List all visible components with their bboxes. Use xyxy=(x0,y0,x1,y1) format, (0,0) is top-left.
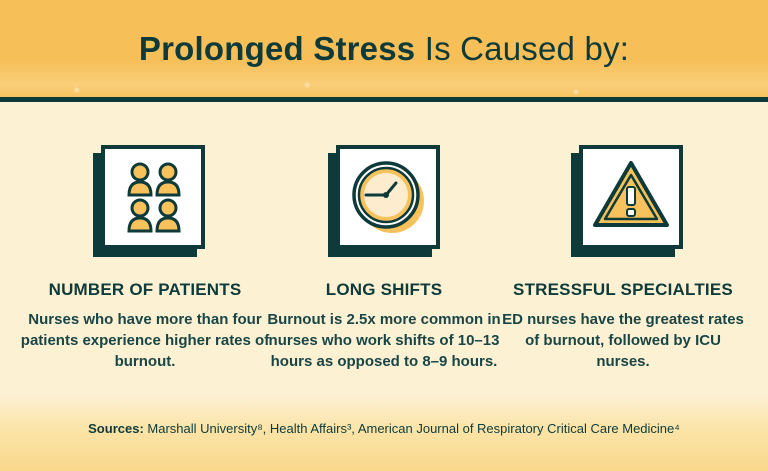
header-banner xyxy=(0,0,768,100)
warning-icon xyxy=(593,161,669,227)
sources-text: Marshall University⁸, Health Affairs³, A… xyxy=(143,421,680,436)
title-rest: Is Caused by: xyxy=(415,30,630,67)
card-description: ED nurses have the greatest rates of bur… xyxy=(502,311,744,370)
title-emphasis: Prolonged Stress xyxy=(138,30,416,67)
icon-frame xyxy=(93,145,205,257)
icon-frame xyxy=(328,145,440,257)
page-title: Prolonged Stress Is Caused by: xyxy=(0,30,768,68)
header-divider xyxy=(0,97,768,102)
footer-banner xyxy=(0,395,768,471)
people-grid-icon xyxy=(127,162,181,233)
card-description: Nurses who have more than four patients … xyxy=(20,311,270,370)
clock-icon xyxy=(352,161,424,233)
card-title: NUMBER OF PATIENTS xyxy=(48,280,242,299)
card-description: Burnout is 2.5x more common in nurses wh… xyxy=(267,311,501,370)
sources-line: Sources: Marshall University⁸, Health Af… xyxy=(0,421,768,436)
card-title: STRESSFUL SPECIALTIES xyxy=(513,280,733,299)
icon-frame xyxy=(571,145,683,257)
sources-label: Sources: xyxy=(88,421,144,436)
card-title: LONG SHIFTS xyxy=(325,280,443,299)
